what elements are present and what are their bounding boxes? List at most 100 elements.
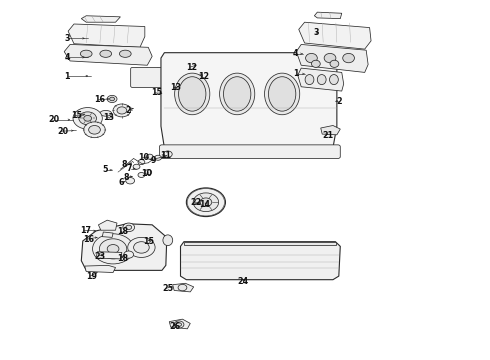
Ellipse shape bbox=[231, 72, 238, 80]
Circle shape bbox=[147, 154, 153, 159]
Ellipse shape bbox=[221, 72, 228, 80]
Circle shape bbox=[89, 126, 100, 134]
Circle shape bbox=[173, 81, 187, 91]
Ellipse shape bbox=[343, 53, 354, 63]
Ellipse shape bbox=[221, 63, 228, 71]
Text: 15: 15 bbox=[144, 237, 155, 246]
Ellipse shape bbox=[186, 68, 194, 77]
Ellipse shape bbox=[165, 68, 172, 77]
Text: 13: 13 bbox=[103, 113, 114, 122]
Text: 18: 18 bbox=[117, 228, 128, 237]
Text: 4: 4 bbox=[293, 49, 298, 58]
Ellipse shape bbox=[164, 88, 174, 93]
FancyBboxPatch shape bbox=[179, 62, 263, 72]
Polygon shape bbox=[98, 220, 117, 230]
Ellipse shape bbox=[182, 63, 189, 71]
Circle shape bbox=[113, 104, 131, 117]
Text: 10: 10 bbox=[139, 153, 149, 162]
Circle shape bbox=[200, 198, 212, 207]
Circle shape bbox=[128, 237, 155, 257]
Ellipse shape bbox=[120, 50, 131, 57]
Polygon shape bbox=[161, 53, 337, 148]
Ellipse shape bbox=[174, 73, 210, 115]
Ellipse shape bbox=[211, 63, 218, 71]
Circle shape bbox=[93, 234, 134, 264]
Ellipse shape bbox=[100, 111, 112, 116]
Circle shape bbox=[99, 239, 127, 259]
Ellipse shape bbox=[178, 77, 206, 111]
Text: 2: 2 bbox=[125, 105, 131, 114]
Text: 2: 2 bbox=[336, 96, 342, 105]
Ellipse shape bbox=[192, 63, 198, 71]
Circle shape bbox=[124, 251, 134, 258]
Circle shape bbox=[193, 193, 219, 212]
Ellipse shape bbox=[305, 75, 314, 85]
Text: 16: 16 bbox=[83, 235, 94, 244]
Circle shape bbox=[145, 170, 152, 175]
Ellipse shape bbox=[144, 68, 151, 77]
Polygon shape bbox=[81, 16, 121, 22]
Circle shape bbox=[126, 177, 135, 184]
Text: 16: 16 bbox=[95, 95, 105, 104]
Polygon shape bbox=[169, 319, 190, 329]
Ellipse shape bbox=[211, 72, 218, 80]
Polygon shape bbox=[296, 44, 368, 72]
Circle shape bbox=[177, 84, 184, 89]
Circle shape bbox=[110, 97, 115, 101]
Ellipse shape bbox=[144, 76, 151, 85]
Polygon shape bbox=[298, 68, 343, 91]
Ellipse shape bbox=[192, 72, 198, 80]
Text: 15: 15 bbox=[151, 88, 162, 97]
Ellipse shape bbox=[269, 77, 296, 111]
Polygon shape bbox=[96, 252, 122, 259]
Ellipse shape bbox=[250, 72, 257, 80]
Text: 3: 3 bbox=[64, 34, 70, 43]
Text: 8: 8 bbox=[124, 173, 129, 182]
Circle shape bbox=[176, 323, 181, 326]
Ellipse shape bbox=[182, 72, 189, 80]
Text: 13: 13 bbox=[170, 83, 181, 92]
Circle shape bbox=[163, 151, 172, 157]
Polygon shape bbox=[85, 265, 116, 273]
Bar bbox=[184, 242, 336, 245]
Ellipse shape bbox=[154, 68, 162, 77]
Ellipse shape bbox=[312, 60, 320, 67]
Text: 23: 23 bbox=[95, 252, 106, 261]
Ellipse shape bbox=[231, 63, 238, 71]
Circle shape bbox=[134, 242, 149, 253]
Circle shape bbox=[126, 225, 132, 229]
Circle shape bbox=[186, 188, 225, 217]
Circle shape bbox=[155, 155, 161, 160]
Ellipse shape bbox=[133, 68, 141, 77]
Ellipse shape bbox=[175, 68, 183, 77]
Text: 9: 9 bbox=[150, 156, 156, 165]
Ellipse shape bbox=[201, 72, 208, 80]
Ellipse shape bbox=[250, 63, 257, 71]
Ellipse shape bbox=[80, 50, 92, 57]
Circle shape bbox=[73, 108, 102, 129]
Polygon shape bbox=[81, 224, 167, 270]
Circle shape bbox=[174, 321, 184, 328]
Text: 14: 14 bbox=[199, 200, 210, 209]
Text: 17: 17 bbox=[80, 226, 91, 235]
Text: 4: 4 bbox=[64, 53, 70, 62]
FancyBboxPatch shape bbox=[131, 67, 200, 87]
Circle shape bbox=[79, 112, 97, 125]
Text: 12: 12 bbox=[198, 72, 210, 81]
Ellipse shape bbox=[175, 76, 183, 85]
Text: 12: 12 bbox=[186, 63, 197, 72]
Ellipse shape bbox=[265, 73, 300, 115]
Ellipse shape bbox=[330, 75, 338, 85]
Text: 5: 5 bbox=[102, 166, 108, 175]
Ellipse shape bbox=[100, 50, 112, 57]
FancyBboxPatch shape bbox=[179, 71, 263, 81]
Circle shape bbox=[107, 244, 119, 253]
Text: 19: 19 bbox=[86, 271, 97, 280]
Circle shape bbox=[84, 116, 92, 121]
Circle shape bbox=[133, 164, 140, 169]
Text: 20: 20 bbox=[57, 127, 68, 136]
Text: 1: 1 bbox=[64, 72, 70, 81]
Polygon shape bbox=[299, 22, 371, 49]
Text: 1: 1 bbox=[293, 69, 298, 78]
Text: 21: 21 bbox=[322, 131, 333, 140]
